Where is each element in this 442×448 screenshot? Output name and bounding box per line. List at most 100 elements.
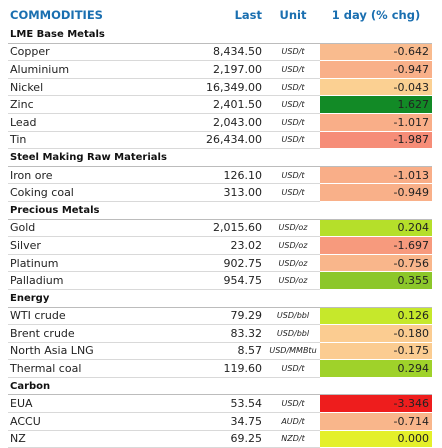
commodity-name: Brent crude [8,324,174,343]
commodity-name: North Asia LNG [8,342,174,361]
commodity-name: Iron ore [8,166,174,185]
last-price: 2,197.00 [174,60,266,79]
table-row[interactable]: Silver 23.02 USD/oz -1.697 [8,236,432,255]
last-price: 16,349.00 [174,78,266,97]
commodity-name: Nickel [8,78,174,97]
price-unit: USD/t [266,131,320,150]
group-title: Energy [8,289,432,308]
price-unit: USD/bbl [266,324,320,343]
table-row[interactable]: Nickel 16,349.00 USD/t -0.043 [8,78,432,97]
table-row[interactable]: EUA 53.54 USD/t -3.346 [8,394,432,414]
one-day-change: -1.987 [320,131,432,150]
price-unit: USD/t [266,394,320,414]
price-unit: USD/oz [266,219,320,238]
group-header-row: Steel Making Raw Materials [8,148,432,167]
one-day-change: -0.043 [320,78,432,97]
table-row[interactable]: Lead 2,043.00 USD/t -1.017 [8,113,432,132]
price-unit: AUD/t [266,412,320,431]
one-day-change: 0.355 [320,271,432,290]
table-row[interactable]: Gold 2,015.60 USD/oz 0.204 [8,219,432,238]
last-price: 79.29 [174,307,266,326]
last-price: 313.00 [174,183,266,202]
price-unit: USD/t [266,183,320,202]
table-row[interactable]: Copper 8,434.50 USD/t -0.642 [8,43,432,62]
one-day-change: 1.627 [320,95,432,114]
last-price: 83.32 [174,324,266,343]
header-commodities[interactable]: COMMODITIES [10,8,103,22]
price-unit: USD/oz [266,271,320,290]
price-unit: USD/t [266,60,320,79]
last-price: 23.02 [174,236,266,255]
table-row[interactable]: Aluminium 2,197.00 USD/t -0.947 [8,60,432,79]
price-unit: USD/oz [266,236,320,255]
last-price: 69.25 [174,430,266,448]
one-day-change: -0.714 [320,412,432,431]
commodity-name: Zinc [8,95,174,114]
price-unit: USD/t [266,359,320,378]
group-header-row: LME Base Metals [8,26,432,44]
commodity-name: Tin [8,131,174,150]
group-title: Precious Metals [8,201,432,220]
group-title: Carbon [8,377,432,396]
table-row[interactable]: Coking coal 313.00 USD/t -0.949 [8,183,432,202]
last-price: 126.10 [174,166,266,185]
one-day-change: -0.756 [320,254,432,273]
commodity-name: Palladium [8,271,174,290]
header-unit[interactable]: Unit [279,8,307,22]
last-price: 902.75 [174,254,266,273]
table-row[interactable]: Brent crude 83.32 USD/bbl -0.180 [8,324,432,343]
one-day-change: -3.346 [320,394,432,414]
commodity-name: NZ [8,430,174,448]
table-row[interactable]: Zinc 2,401.50 USD/t 1.627 [8,95,432,114]
price-unit: USD/t [266,113,320,132]
group-header-row: Carbon [8,377,432,396]
table-row[interactable]: Palladium 954.75 USD/oz 0.355 [8,271,432,290]
commodity-name: Gold [8,219,174,238]
group-title: LME Base Metals [8,26,432,44]
commodity-name: Coking coal [8,183,174,202]
one-day-change: -1.017 [320,113,432,132]
header-last[interactable]: Last [234,8,262,22]
last-price: 34.75 [174,412,266,431]
price-unit: USD/bbl [266,307,320,326]
price-unit: USD/MMBtu [266,342,320,361]
table-row[interactable]: Platinum 902.75 USD/oz -0.756 [8,254,432,273]
one-day-change: -0.180 [320,324,432,343]
one-day-change: 0.204 [320,219,432,238]
table-row[interactable]: NZ 69.25 NZD/t 0.000 [8,430,432,448]
one-day-change: -0.642 [320,43,432,62]
one-day-change: -0.175 [320,342,432,361]
one-day-change: -0.947 [320,60,432,79]
price-unit: USD/t [266,78,320,97]
last-price: 8.57 [174,342,266,361]
one-day-change: 0.126 [320,307,432,326]
one-day-change: 0.000 [320,430,432,448]
price-unit: NZD/t [266,430,320,448]
last-price: 26,434.00 [174,131,266,150]
commodity-name: WTI crude [8,307,174,326]
table-row[interactable]: WTI crude 79.29 USD/bbl 0.126 [8,307,432,326]
one-day-change: -0.949 [320,183,432,202]
table-row[interactable]: ACCU 34.75 AUD/t -0.714 [8,412,432,431]
commodities-table: COMMODITIES Last Unit 1 day (% chg) LME … [8,4,432,448]
table-row[interactable]: Iron ore 126.10 USD/t -1.013 [8,166,432,185]
header-one-day-change[interactable]: 1 day (% chg) [331,8,421,22]
last-price: 2,401.50 [174,95,266,114]
last-price: 954.75 [174,271,266,290]
last-price: 53.54 [174,394,266,414]
one-day-change: -1.013 [320,166,432,185]
commodity-name: Silver [8,236,174,255]
one-day-change: 0.294 [320,359,432,378]
table-row[interactable]: Thermal coal 119.60 USD/t 0.294 [8,359,432,378]
last-price: 2,043.00 [174,113,266,132]
group-header-row: Precious Metals [8,201,432,220]
commodity-name: Thermal coal [8,359,174,378]
table-row[interactable]: Tin 26,434.00 USD/t -1.987 [8,131,432,150]
price-unit: USD/t [266,43,320,62]
commodity-name: ACCU [8,412,174,431]
table-row[interactable]: North Asia LNG 8.57 USD/MMBtu -0.175 [8,342,432,361]
header-row: COMMODITIES Last Unit 1 day (% chg) [8,4,432,26]
group-header-row: Energy [8,289,432,308]
commodity-name: Lead [8,113,174,132]
commodity-name: EUA [8,394,174,414]
